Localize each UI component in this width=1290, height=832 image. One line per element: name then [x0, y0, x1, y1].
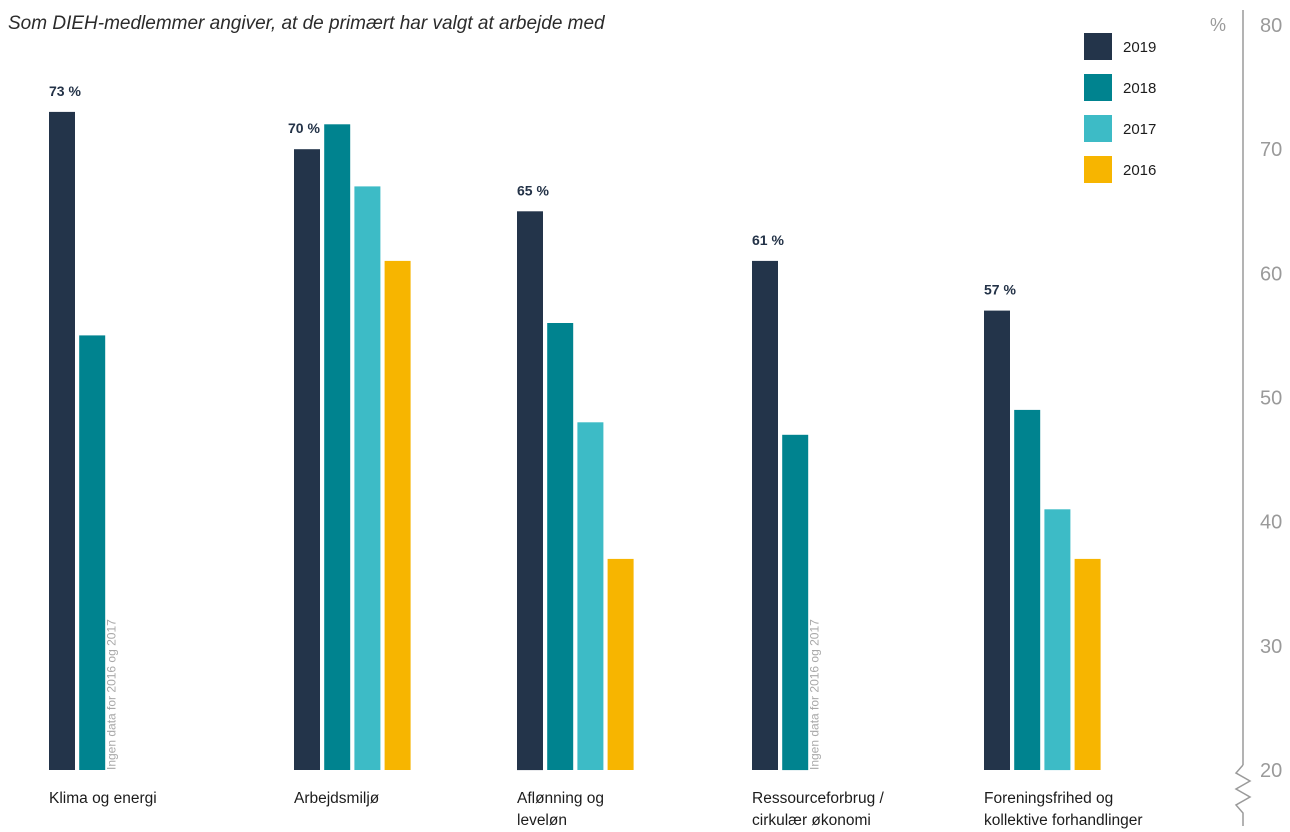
bar-2019 — [294, 149, 320, 770]
data-label: 57 % — [984, 282, 1016, 298]
bar-2019 — [49, 111, 75, 770]
category-label: Arbejdsmiljø — [294, 790, 380, 807]
y-axis: 20 30 40 50 60 70 80 — [1234, 10, 1282, 826]
bars-group — [49, 111, 1101, 771]
legend-swatch-2017 — [1084, 115, 1112, 142]
bar-2018 — [324, 124, 351, 771]
data-label: 73 % — [49, 83, 81, 99]
bar-2016 — [1074, 558, 1101, 770]
legend-label: 2018 — [1123, 80, 1156, 97]
bar-2018 — [1014, 409, 1041, 770]
data-label: 61 % — [752, 232, 784, 248]
category-label: kollektive forhandlinger — [984, 812, 1143, 829]
category-label: Klima og energi — [49, 790, 157, 807]
bar-2019 — [752, 260, 778, 770]
y-axis-unit: % — [1210, 15, 1226, 35]
bar-2016 — [607, 558, 634, 770]
category-label: cirkulær økonomi — [752, 812, 871, 829]
chart-title: Som DIEH-medlemmer angiver, at de primær… — [8, 13, 606, 34]
bar-2018 — [547, 323, 574, 770]
bar-2018 — [79, 335, 106, 770]
y-tick-label: 50 — [1260, 388, 1282, 410]
category-label: Ressourceforbrug / — [752, 790, 885, 807]
legend-label: 2019 — [1123, 39, 1156, 56]
category-label: leveløn — [517, 812, 567, 829]
category-label: Aflønning og — [517, 790, 604, 807]
axis-break-mark — [1234, 764, 1252, 826]
data-labels-group: 73 % 70 % 65 % 61 % 57 % — [49, 83, 1016, 298]
no-data-note: Ingen data for 2016 og 2017 — [807, 619, 821, 770]
bar-2017 — [577, 422, 604, 770]
legend-swatch-2018 — [1084, 74, 1112, 101]
legend-swatch-2016 — [1084, 156, 1112, 183]
legend-label: 2017 — [1123, 121, 1156, 138]
y-tick-label: 20 — [1260, 760, 1282, 782]
legend: 2019 2018 2017 2016 — [1084, 33, 1156, 183]
bar-2016 — [384, 260, 411, 770]
legend-swatch-2019 — [1084, 33, 1112, 60]
y-tick-label: 70 — [1260, 139, 1282, 161]
legend-label: 2016 — [1123, 162, 1156, 179]
bar-2017 — [354, 186, 381, 770]
bar-2019 — [984, 310, 1010, 770]
category-label: Foreningsfrihed og — [984, 790, 1113, 807]
y-tick-label: 40 — [1260, 512, 1282, 534]
bar-2019 — [517, 211, 543, 771]
no-data-note: Ingen data for 2016 og 2017 — [104, 619, 118, 770]
data-label: 70 % — [288, 120, 320, 136]
notes-group: Ingen data for 2016 og 2017 Ingen data fo… — [104, 619, 821, 770]
data-label: 65 % — [517, 182, 549, 198]
y-tick-label: 30 — [1260, 636, 1282, 658]
category-labels-group: Klima og energi Arbejdsmiljø Aflønning og l… — [49, 790, 1143, 829]
y-tick-label: 80 — [1260, 15, 1282, 37]
bar-2018 — [782, 434, 809, 771]
bar-2017 — [1044, 509, 1071, 771]
y-tick-label: 60 — [1260, 263, 1282, 285]
